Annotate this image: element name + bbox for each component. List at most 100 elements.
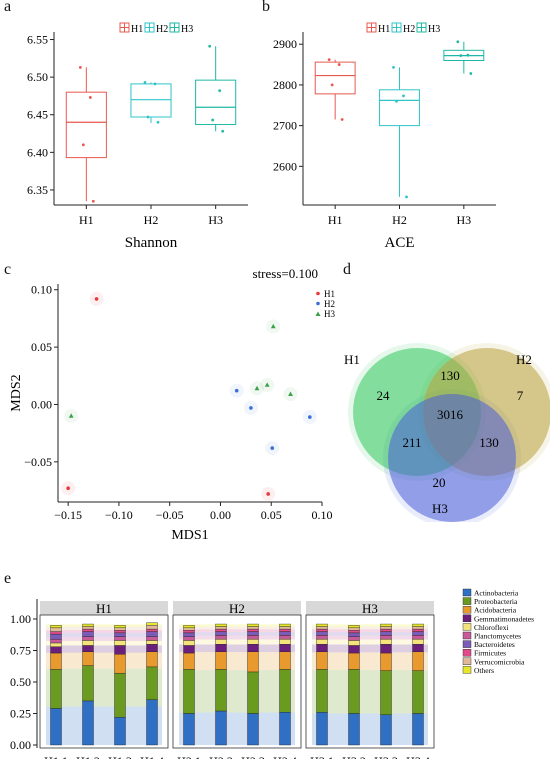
data-point-H1 — [266, 492, 270, 496]
bar-segment-Planctomycetes — [412, 635, 424, 640]
legend-key — [316, 291, 320, 296]
bar-segment-Bacteroidetes — [82, 631, 94, 637]
bar-segment-Firmicutes — [183, 630, 195, 634]
bar-segment-Proteobacteria — [380, 670, 392, 715]
bar-segment-Gemmatimonadetes — [215, 643, 227, 652]
data-point — [78, 65, 82, 69]
legend-label: H2 — [324, 299, 335, 309]
bar-segment-Firmicutes — [82, 628, 94, 632]
data-point-H2 — [308, 415, 312, 419]
x-tick-label: H3.1 — [310, 754, 334, 759]
flow-band — [312, 635, 428, 640]
bar-segment-Proteobacteria — [50, 669, 62, 709]
bar-segment-Actinobacteria — [380, 714, 392, 746]
flow-band — [312, 644, 428, 653]
bar-segment-Proteobacteria — [82, 665, 94, 702]
panel-letter-b: b — [262, 0, 270, 15]
bar-segment-Actinobacteria — [348, 713, 360, 746]
panel-letter-e: e — [4, 570, 12, 587]
data-point — [459, 54, 463, 58]
flow-band — [312, 639, 428, 645]
bar-segment-Verrucomicrobia — [348, 627, 360, 631]
data-point — [392, 66, 395, 69]
venn-region-count: 3016 — [437, 407, 464, 422]
data-point — [402, 94, 405, 98]
bar-segment-Proteobacteria — [247, 671, 259, 714]
legend-label: H1 — [378, 24, 390, 35]
flow-band — [179, 712, 295, 745]
bar-segment-Planctomycetes — [114, 636, 126, 641]
y-tick-label: 6.40 — [27, 145, 48, 159]
legend-key — [462, 623, 472, 631]
bar-segment-Gemmatimonadetes — [50, 646, 62, 654]
bar-segment-Firmicutes — [348, 630, 360, 634]
legend-label: H2 — [403, 24, 415, 35]
data-point — [466, 53, 470, 57]
legend-key — [462, 666, 472, 674]
venn-region-count: 20 — [433, 475, 446, 490]
bar-segment-Firmicutes — [316, 628, 328, 632]
bar-segment-Verrucomicrobia — [215, 626, 227, 630]
legend-key — [315, 311, 321, 316]
venn-diagram: H1 H2 H3 24 7 20 130 211 130 3016 — [344, 343, 550, 522]
venn-region-count: 7 — [517, 388, 524, 403]
data-point-H3 — [288, 391, 293, 396]
bar-segment-Gemmatimonadetes — [348, 645, 360, 654]
bar-segment-Proteobacteria — [114, 672, 126, 718]
bar-segment-Actinobacteria — [215, 710, 227, 746]
bar-segment-Actinobacteria — [183, 713, 195, 746]
flow-band — [46, 626, 162, 631]
bar-segment-Gemmatimonadetes — [316, 643, 328, 652]
bar-segment-Actinobacteria — [82, 700, 94, 746]
x-tick-label: H3.4 — [406, 754, 430, 759]
data-point — [327, 58, 331, 62]
box-H1 — [314, 61, 356, 95]
flow-band — [46, 668, 162, 707]
data-point — [218, 89, 222, 93]
venn-circle-H3 — [388, 394, 516, 522]
data-point-H3 — [68, 413, 74, 418]
bar-segment-Actinobacteria — [247, 713, 259, 746]
flow-band — [312, 713, 428, 745]
venn-set-label: H2 — [516, 352, 532, 367]
bar-segment-Gemmatimonadetes — [114, 645, 126, 655]
ace-boxplot: 2600 2700 2800 2900 H1 H2 H3 ACE H1 H2 H3 — [273, 22, 496, 251]
y-tick-label: 1.00 — [10, 612, 31, 626]
x-axis-title: ACE — [385, 235, 415, 251]
bar-segment-Acidobacteria — [215, 651, 227, 670]
y-tick-label: 6.45 — [27, 108, 48, 122]
data-point-H3 — [254, 385, 260, 391]
bar-segment-Verrucomicrobia — [146, 625, 158, 630]
flow-band — [179, 624, 295, 627]
y-tick-label: 2900 — [273, 37, 297, 51]
data-point — [81, 143, 85, 147]
panel-letter-a: a — [4, 0, 12, 15]
bar-segment-Chloroflexi — [380, 638, 392, 645]
legend-label: Acidobacteria — [474, 606, 517, 615]
facet-panel — [172, 614, 302, 749]
venn-region-count: 130 — [440, 368, 460, 383]
legend-key — [316, 301, 320, 306]
y-tick-label: 0.25 — [10, 707, 31, 721]
bar-segment-Others — [316, 623, 328, 627]
y-axis-title: MDS2 — [9, 374, 24, 411]
data-point — [153, 82, 157, 86]
venn-set-label: H3 — [432, 501, 448, 516]
box-H3 — [195, 79, 237, 126]
bar-segment-Planctomycetes — [348, 636, 360, 641]
data-point-H1 — [66, 486, 70, 491]
y-tick-label: 0.10 — [31, 283, 52, 297]
flow-band — [312, 624, 428, 627]
data-point-H3 — [264, 382, 270, 387]
data-point-H2 — [234, 388, 239, 393]
bar-segment-Verrucomicrobia — [412, 626, 424, 630]
bar-segment-Chloroflexi — [247, 638, 259, 645]
bar-segment-Chloroflexi — [348, 640, 360, 646]
bar-segment-Chloroflexi — [215, 638, 227, 645]
data-point — [469, 72, 473, 75]
bar-segment-Acidobacteria — [247, 651, 259, 673]
bar-segment-Verrucomicrobia — [82, 626, 94, 630]
flow-band — [179, 652, 295, 671]
x-tick-label: H2.2 — [209, 754, 233, 759]
venn-set-label: H1 — [344, 352, 360, 367]
